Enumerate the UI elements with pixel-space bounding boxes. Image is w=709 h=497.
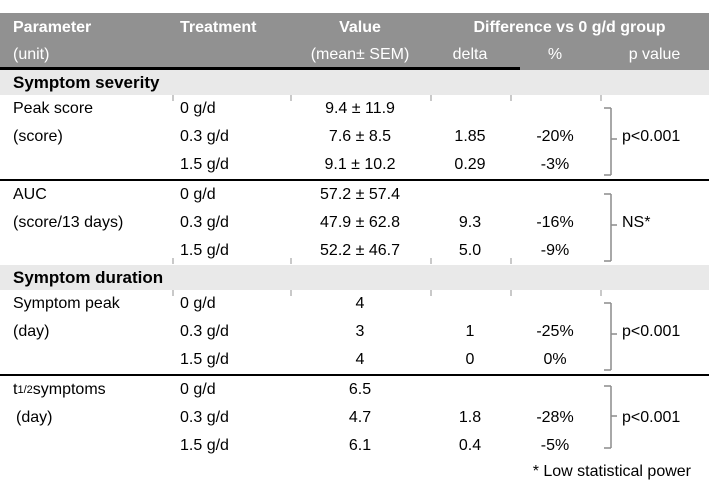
param-suffix: symptoms [32,381,106,398]
treatment-cell: 1.5 g/d [180,242,229,259]
footnote: * Low statistical power [532,463,691,480]
column-divider-tick [510,95,512,101]
column-divider-tick [430,290,432,296]
pvalue-label: p<0.001 [622,409,681,426]
pvalue-cell: p<0.001 [600,290,709,374]
param-unit: (score/13 days) [13,214,124,231]
treatment-cell: 0 g/d [180,100,216,117]
column-divider-tick [600,290,602,296]
param-prefix: t [13,381,18,398]
column-divider-tick [510,258,512,264]
column-divider-tick [172,95,174,101]
col-header-percent: % [547,45,563,63]
section-title-symptom-duration: Symptom duration [0,258,709,296]
value-cell: 4 [355,351,365,368]
delta-cell: 1 [465,323,475,340]
column-divider-tick [172,290,174,296]
param-unit: (day) [13,323,50,340]
value-cell: 3 [355,323,365,340]
treatment-cell: 0.3 g/d [180,214,229,231]
param-name: Symptom peak [13,295,120,312]
delta-cell: 9.3 [458,214,482,231]
column-divider-tick [290,258,292,264]
pct-cell: -3% [540,156,570,173]
delta-cell: 0.4 [458,437,482,454]
param-unit: (day) [16,409,53,426]
pct-cell: -5% [540,437,570,454]
value-cell: 9.1 ± 10.2 [324,156,396,173]
col-header-difference-group: Difference vs 0 g/d group [473,18,666,36]
column-divider-tick [290,290,292,296]
treatment-cell: 0 g/d [180,295,216,312]
value-cell: 7.6 ± 8.5 [328,128,392,145]
pct-cell: -25% [536,323,574,340]
value-cell: 57.2 ± 57.4 [320,186,400,203]
col-header-delta: delta [452,45,488,63]
value-cell: 47.9 ± 62.8 [320,214,400,231]
row-group-auc: AUC (score/13 days) 0 g/d 0.3 g/d 1.5 g/… [0,181,709,265]
pvalue-label: NS* [622,214,651,231]
pct-cell: -16% [536,214,574,231]
treatment-cell: 0 g/d [180,186,216,203]
col-header-parameter: Parameter [13,18,92,36]
row-group-t-half-symptoms: t 1/2 symptoms (day) 0 g/d 0.3 g/d 1.5 g/… [0,376,709,460]
group-bracket-icon [604,193,617,262]
group-bracket-icon [604,385,617,449]
table-header: Parameter Treatment Value Difference vs … [0,13,709,70]
column-divider-tick [430,95,432,101]
section-title-label: Symptom duration [13,268,164,287]
column-divider-tick [600,95,602,101]
section-title-symptom-severity: Symptom severity [0,70,709,101]
treatment-cell: 0.3 g/d [180,128,229,145]
column-divider-tick [430,258,432,264]
pct-cell: -9% [540,242,570,259]
pvalue-label: p<0.001 [622,128,681,145]
param-name: Peak score [13,100,94,117]
value-cell: 9.4 ± 11.9 [325,100,395,117]
section-title-label: Symptom severity [13,73,160,92]
row-group-peak-score: Peak score (score) 0 g/d 0.3 g/d 1.5 g/d… [0,95,709,181]
pvalue-cell: p<0.001 [600,376,709,460]
col-header-unit: (unit) [13,45,50,63]
group-bracket-icon [604,302,617,371]
column-divider-tick [172,258,174,264]
treatment-cell: 1.5 g/d [180,437,229,454]
delta-cell: 0 [465,351,475,368]
col-header-treatment: Treatment [180,18,257,36]
pvalue-label: p<0.001 [622,323,681,340]
delta-cell: 1.85 [454,128,486,145]
pct-cell: -28% [536,409,574,426]
treatment-cell: 1.5 g/d [180,156,229,173]
param-unit: (score) [13,128,63,145]
col-header-value: Value [339,18,381,36]
value-cell: 52.2 ± 46.7 [320,242,400,259]
treatment-cell: 0 g/d [180,381,216,398]
param-name: AUC [13,186,47,203]
param-name: t 1/2 symptoms [13,381,106,398]
column-divider-tick [290,95,292,101]
value-cell: 6.5 [348,381,372,398]
treatment-cell: 1.5 g/d [180,351,229,368]
pvalue-cell: p<0.001 [600,95,709,179]
col-header-pvalue: p value [628,45,681,63]
pct-cell: -20% [536,128,574,145]
header-rule [0,67,520,70]
col-header-mean-sem: (mean± SEM) [310,45,410,63]
delta-cell: 5.0 [458,242,482,259]
pvalue-cell: NS* [600,181,709,265]
column-divider-tick [510,290,512,296]
row-group-symptom-peak: Symptom peak (day) 0 g/d 0.3 g/d 1.5 g/d… [0,290,709,376]
group-bracket-icon [604,107,617,176]
value-cell: 4 [355,295,365,312]
value-cell: 6.1 [348,437,372,454]
delta-cell: 0.29 [454,156,486,173]
pct-cell: 0% [543,351,567,368]
value-cell: 4.7 [348,409,372,426]
delta-cell: 1.8 [458,409,482,426]
treatment-cell: 0.3 g/d [180,409,229,426]
treatment-cell: 0.3 g/d [180,323,229,340]
